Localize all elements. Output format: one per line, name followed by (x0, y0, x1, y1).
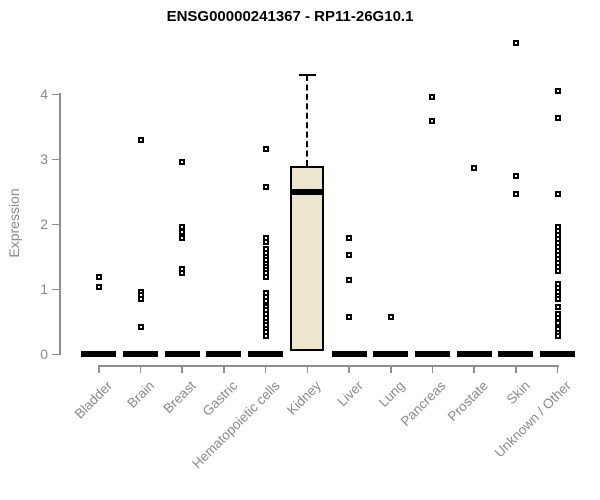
y-axis-tick (52, 288, 59, 290)
data-point (262, 183, 269, 190)
data-point (262, 146, 269, 153)
x-axis-category-label: Unknown / Other (491, 378, 575, 461)
data-point (95, 284, 102, 291)
x-axis-category-label: Prostate (444, 378, 491, 425)
data-point (554, 295, 561, 302)
x-axis-tick (348, 366, 350, 373)
y-axis-tick-label: 0 (40, 346, 48, 362)
whisker-cap (298, 73, 316, 76)
data-point (471, 165, 478, 172)
data-point (346, 313, 353, 320)
y-axis-tick (52, 158, 59, 160)
x-axis-line (98, 365, 559, 367)
data-point (554, 267, 561, 274)
x-axis-tick (390, 366, 392, 373)
data-point (554, 333, 561, 340)
zero-median-bar (81, 351, 117, 357)
x-axis-category-label: Kidney (284, 378, 324, 418)
x-axis-category-label: Pancreas (398, 378, 450, 429)
zero-median-bar (248, 351, 284, 357)
x-axis-tick (98, 366, 100, 373)
zero-median-bar (540, 351, 576, 357)
x-axis-tick (306, 366, 309, 373)
data-point (554, 87, 561, 94)
data-point (179, 228, 186, 235)
data-point (137, 137, 144, 144)
data-point (262, 332, 269, 339)
data-point (346, 235, 353, 242)
x-axis-tick (223, 366, 225, 373)
zero-median-bar (164, 351, 200, 357)
x-axis-tick (556, 366, 559, 373)
data-point (95, 274, 102, 281)
data-point (554, 303, 561, 310)
zero-median-bar (206, 351, 242, 357)
zero-median-bar (123, 351, 158, 357)
data-point (137, 323, 144, 330)
data-point (346, 252, 353, 259)
data-point (512, 172, 519, 179)
x-axis-tick (264, 366, 267, 373)
x-axis-tick (473, 366, 475, 373)
data-point (387, 313, 394, 320)
x-axis-category-label: Lung (375, 378, 408, 410)
whisker-line (306, 74, 309, 166)
x-axis-category-label: Brain (124, 378, 158, 411)
data-point (179, 235, 186, 242)
x-axis-category-label: Liver (334, 378, 366, 410)
x-axis-category-label: Breast (160, 378, 199, 417)
y-axis-tick (52, 223, 59, 225)
data-point (262, 297, 269, 304)
data-point (346, 276, 353, 283)
box (290, 165, 325, 351)
zero-median-bar (456, 351, 492, 357)
x-axis-tick (139, 366, 142, 373)
zero-median-bar (498, 351, 534, 357)
y-axis-tick-label: 2 (40, 216, 48, 232)
x-axis-category-label: Gastric (199, 378, 241, 419)
data-point (179, 270, 186, 277)
data-point (512, 39, 519, 46)
y-axis-tick-label: 4 (40, 86, 48, 102)
data-point (554, 319, 561, 326)
zero-median-bar (331, 351, 367, 357)
data-point (554, 191, 561, 198)
data-point (179, 158, 186, 165)
y-axis-tick-label: 3 (40, 151, 48, 167)
y-axis-tick (52, 93, 59, 95)
data-point (137, 295, 144, 302)
data-point (429, 118, 436, 125)
zero-median-bar (414, 351, 450, 357)
data-point (262, 273, 269, 280)
data-point (554, 115, 561, 122)
x-axis-category-label: Skin (503, 378, 533, 408)
x-axis-tick (181, 366, 183, 373)
x-axis-tick (515, 366, 517, 373)
y-axis-tick-label: 1 (40, 281, 48, 297)
y-axis-tick (52, 353, 59, 355)
chart-title: ENSG00000241367 - RP11-26G10.1 (166, 8, 414, 25)
x-axis-tick (431, 366, 434, 373)
y-axis-line (59, 93, 61, 355)
data-point (429, 94, 436, 101)
median-line (290, 188, 325, 195)
data-point (512, 191, 519, 198)
data-point (262, 238, 269, 245)
x-axis-category-label: Bladder (71, 378, 116, 422)
zero-median-bar (373, 351, 409, 357)
